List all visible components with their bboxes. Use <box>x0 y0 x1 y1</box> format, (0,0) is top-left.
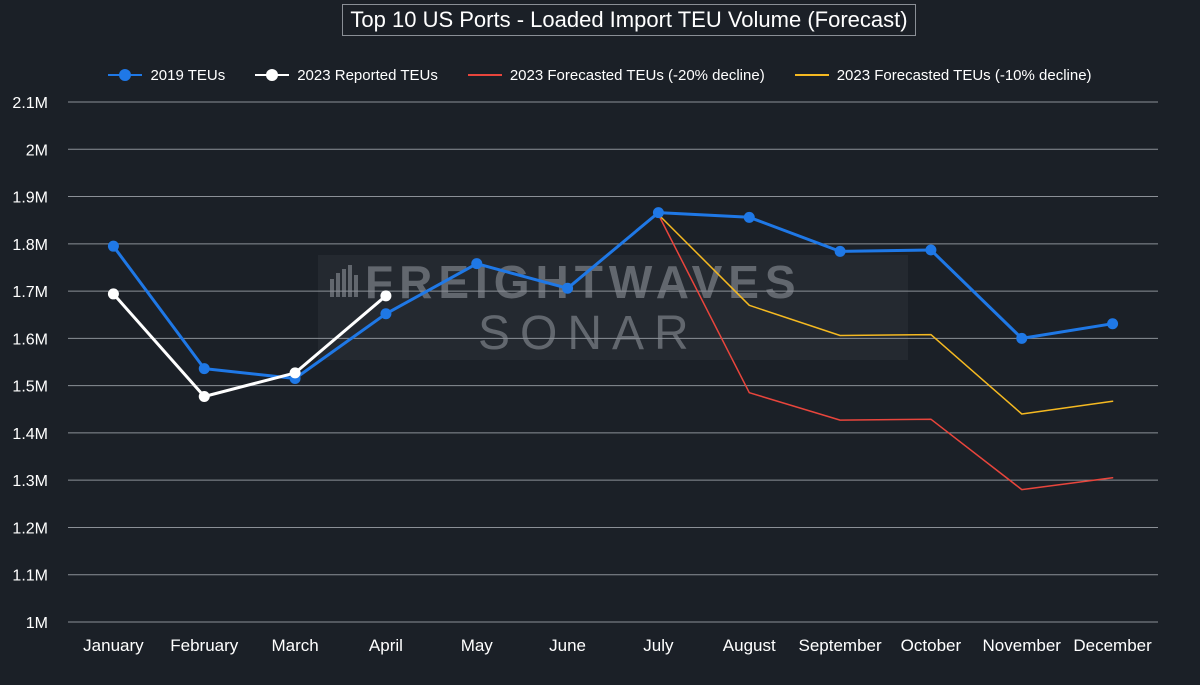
x-tick-label: June <box>549 636 586 655</box>
data-point <box>925 244 937 256</box>
legend-swatch-icon <box>794 68 829 82</box>
legend-label: 2023 Reported TEUs <box>297 66 438 84</box>
y-tick-label: 1M <box>26 615 48 632</box>
legend-item[interactable]: 2019 TEUs <box>108 67 225 84</box>
watermark-freightwaves: FREIGHTWAVES <box>365 256 802 308</box>
data-point <box>562 282 574 294</box>
x-tick-label: May <box>461 636 494 655</box>
x-tick-label: September <box>798 636 881 655</box>
chart-title: Top 10 US Ports - Loaded Import TEU Volu… <box>342 4 916 36</box>
x-tick-label: December <box>1073 636 1152 655</box>
x-tick-label: April <box>369 636 403 655</box>
legend-label: 2019 TEUs <box>150 66 226 84</box>
y-tick-label: 1.5M <box>12 379 48 396</box>
data-point <box>289 367 301 379</box>
legend-label: 2023 Forecasted TEUs (-20% decline) <box>509 66 765 84</box>
y-tick-label: 1.9M <box>12 190 48 207</box>
x-tick-label: November <box>983 636 1062 655</box>
series-line <box>657 213 1114 491</box>
y-tick-label: 1.3M <box>12 473 48 490</box>
data-point <box>1016 332 1028 344</box>
legend-swatch-icon <box>255 68 290 82</box>
y-tick-label: 2.1M <box>12 95 48 112</box>
legend-swatch-icon <box>467 68 502 82</box>
data-point <box>380 290 392 302</box>
watermark-background <box>318 255 908 360</box>
data-point <box>198 363 210 375</box>
x-tick-label: July <box>643 636 674 655</box>
data-point <box>834 245 846 257</box>
data-point <box>198 391 210 403</box>
x-tick-label: October <box>901 636 962 655</box>
data-point <box>107 240 119 252</box>
watermark-sonar: SONAR <box>478 307 699 360</box>
y-tick-label: 1.7M <box>12 284 48 301</box>
freightwaves-logo-icon <box>330 265 358 297</box>
x-tick-label: February <box>170 636 239 655</box>
series-line <box>111 211 1115 380</box>
chart-legend: 2019 TEUs 2023 Reported TEUs 2023 Forecast… <box>0 62 1200 88</box>
data-point <box>471 258 483 270</box>
series-line <box>111 292 388 398</box>
series-line <box>657 213 1114 415</box>
y-tick-label: 1.1M <box>12 568 48 585</box>
y-tick-label: 2M <box>26 142 48 159</box>
legend-item[interactable]: 2023 Forecasted TEUs (-10% decline) <box>794 66 1092 84</box>
legend-item[interactable]: 2023 Reported TEUs <box>255 67 438 84</box>
y-tick-label: 1.6M <box>12 331 48 348</box>
data-point <box>380 308 392 320</box>
data-point <box>652 207 664 219</box>
data-point <box>743 211 755 223</box>
x-tick-label: January <box>83 636 144 655</box>
legend-item[interactable]: 2023 Forecasted TEUs (-20% decline) <box>467 66 765 84</box>
y-tick-label: 1.2M <box>12 520 48 537</box>
x-tick-label: March <box>271 636 318 655</box>
data-point <box>107 288 119 300</box>
legend-label: 2023 Forecasted TEUs (-10% decline) <box>836 66 1092 84</box>
y-tick-label: 1.4M <box>12 426 48 443</box>
y-tick-label: 1.8M <box>12 237 48 254</box>
data-point <box>1107 318 1119 330</box>
x-tick-label: August <box>723 636 776 655</box>
legend-swatch-icon <box>108 68 143 82</box>
